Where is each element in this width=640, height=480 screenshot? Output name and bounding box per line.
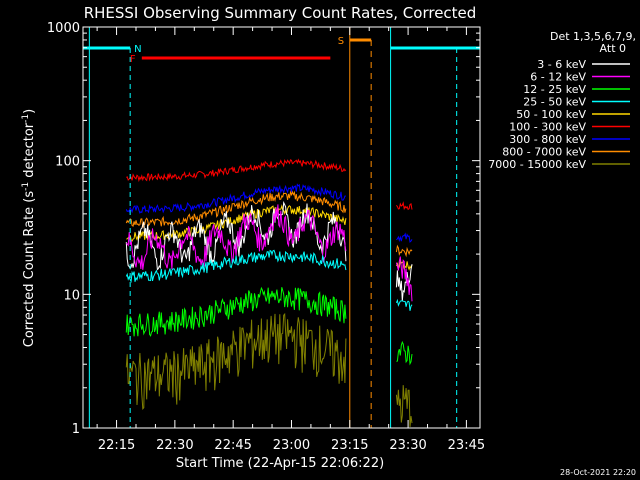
flag-label-f: F [130,54,136,65]
y-axis-label-exp-1: -1 [21,182,31,191]
series-trace [125,249,347,283]
series-trace [396,340,413,366]
y-tick-label: 100 [55,155,80,170]
x-axis: 22:15 22:30 22:45 23:00 23:15 23:30 23:45 [96,27,485,453]
series-trace [125,312,347,411]
y-axis-label-end: ) [22,109,37,114]
x-tick-label: 23:30 [389,438,426,453]
plot-frame [82,26,481,429]
legend-entry-label: 50 - 100 keV [516,108,586,121]
x-tick-label: 22:15 [98,438,135,453]
y-axis: 1 10 100 1000 [47,21,480,437]
legend-entry-label: 300 - 800 keV [509,133,586,146]
chart-title: RHESSI Observing Summary Count Rates, Co… [84,4,477,22]
y-axis-label: Corrected Count Rate (s-1 detector-1) [21,109,37,347]
legend-title-2: Att 0 [600,42,626,55]
series-trace [126,204,347,270]
series-trace [395,244,413,258]
legend-title-1: Det 1,3,5,6,7,9, [550,30,636,43]
series-trace [125,190,347,228]
footer-timestamp: 28-Oct-2021 22:20 [560,468,636,477]
flag-label-s: S [338,36,344,47]
series-trace [395,385,413,427]
x-tick-label: 22:45 [214,438,251,453]
y-tick-label: 10 [63,288,80,303]
series-trace [395,256,413,302]
flag-label-n: N [134,44,141,55]
legend-entry-label: 7000 - 15000 keV [488,158,586,171]
x-tick-label: 23:45 [448,438,485,453]
legend-entry-label: 3 - 6 keV [537,58,586,71]
series-trace [126,158,347,183]
y-tick-label: 1 [72,422,80,437]
legend-entry-label: 25 - 50 keV [523,96,586,109]
y-axis-label-main: Corrected Count Rate (s [22,191,37,348]
legend-entry-label: 12 - 25 keV [523,83,586,96]
series-trace [126,204,347,242]
y-axis-label-mid: detector [22,122,37,182]
x-tick-label: 23:00 [273,438,310,453]
y-tick-label: 1000 [47,21,80,36]
legend-entry-label: 6 - 12 keV [530,71,586,84]
series-trace [395,264,413,302]
series-trace [396,201,413,211]
legend-entry-label: 100 - 300 keV [509,121,586,134]
y-axis-label-exp-2: -1 [21,114,31,123]
plot-area: NF S [83,27,480,428]
series-trace [396,232,413,243]
x-axis-label: Start Time (22-Apr-15 22:06:22) [176,456,384,471]
x-tick-label: 22:30 [156,438,193,453]
series-trace [125,183,346,214]
x-tick-label: 23:15 [331,438,368,453]
series-trace [125,286,347,337]
series-trace [395,298,413,311]
legend-entry-label: 800 - 7000 keV [502,146,586,159]
